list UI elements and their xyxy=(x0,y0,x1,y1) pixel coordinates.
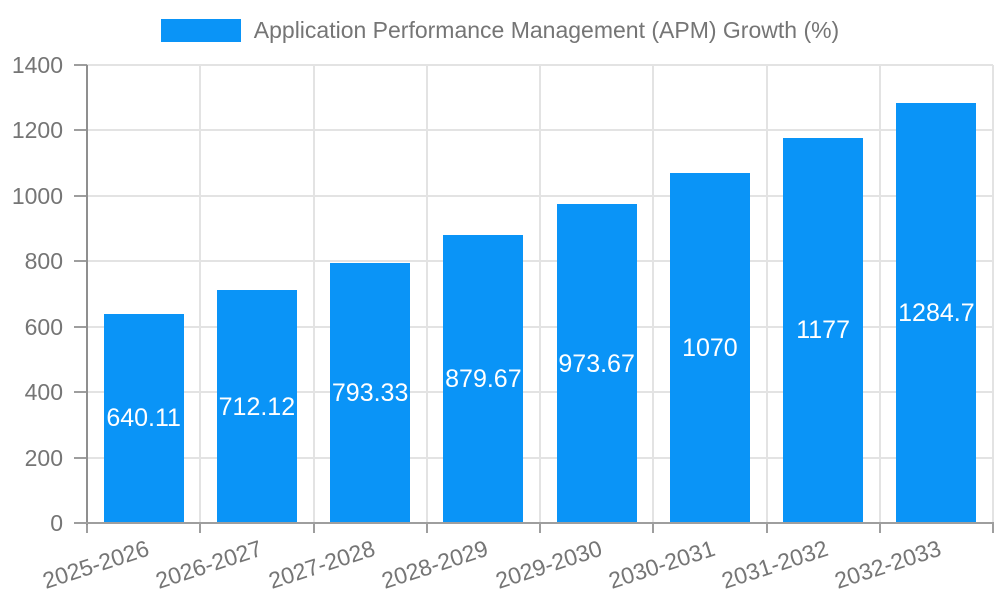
x-tick xyxy=(312,523,315,533)
v-gridline xyxy=(539,65,541,523)
bar-value-label: 640.11 xyxy=(106,404,181,433)
x-tick-label: 2028-2029 xyxy=(378,535,492,594)
x-tick xyxy=(992,523,994,533)
x-tick xyxy=(199,523,202,533)
x-tick xyxy=(539,523,541,533)
bar-value-label: 1070 xyxy=(682,333,738,362)
x-tick-label: 2027-2028 xyxy=(265,535,379,594)
bar-value-label: 879.67 xyxy=(445,365,522,394)
bar-2028-2029[interactable] xyxy=(443,235,524,523)
y-tick-label: 800 xyxy=(24,248,63,275)
bar-2030-2031[interactable] xyxy=(669,172,750,523)
x-tick-label: 2032-2033 xyxy=(831,535,945,594)
y-tick xyxy=(74,260,87,263)
x-tick xyxy=(425,523,428,533)
v-gridline xyxy=(199,65,202,523)
bar-value-label: 1177 xyxy=(796,316,850,345)
v-gridline xyxy=(992,65,994,523)
bar-value-label: 712.12 xyxy=(218,392,296,421)
y-tick-label: 0 xyxy=(50,510,63,536)
bar-value-label: 973.67 xyxy=(558,349,635,378)
x-axis-line xyxy=(86,522,994,524)
x-tick-label: 2026-2027 xyxy=(152,535,265,594)
v-gridline xyxy=(878,65,881,523)
bar-2032-2033[interactable] xyxy=(896,102,977,523)
y-tick-label: 600 xyxy=(24,313,63,340)
x-tick xyxy=(878,523,881,533)
y-tick xyxy=(74,64,87,66)
y-tick xyxy=(74,325,87,328)
y-tick xyxy=(74,456,87,459)
y-tick-label: 1200 xyxy=(11,117,63,144)
y-tick-label: 1000 xyxy=(11,182,63,209)
x-tick xyxy=(86,523,88,533)
x-tick-label: 2025-2026 xyxy=(39,535,152,594)
y-axis-line xyxy=(86,65,88,525)
y-tick xyxy=(74,391,87,394)
bar-2025-2026[interactable] xyxy=(103,313,184,523)
x-tick-label: 2030-2031 xyxy=(605,535,718,594)
v-gridline xyxy=(312,65,315,523)
v-gridline xyxy=(652,65,655,523)
bar-2026-2027[interactable] xyxy=(216,290,297,523)
x-tick xyxy=(765,523,768,533)
y-tick xyxy=(74,129,87,132)
legend-label: Application Performance Management (APM)… xyxy=(253,17,840,43)
x-tick xyxy=(652,523,655,533)
y-tick-label: 200 xyxy=(24,444,63,471)
legend[interactable]: Application Performance Management (APM)… xyxy=(0,17,1000,44)
legend-swatch xyxy=(160,19,241,42)
y-tick-label: 400 xyxy=(24,379,63,406)
bar-value-label: 1284.7 xyxy=(898,298,975,327)
bar-value-label: 793.33 xyxy=(331,379,409,408)
y-tick xyxy=(74,522,87,524)
plot-area: 0 200 400 600 800 1000 1200 1400 640.11 2025-2026… xyxy=(12,52,994,594)
v-gridline xyxy=(765,65,768,523)
x-tick-label: 2029-2030 xyxy=(492,535,605,594)
bar-2027-2028[interactable] xyxy=(330,263,411,523)
bar-2029-2030[interactable] xyxy=(556,204,637,523)
bar-2031-2032[interactable] xyxy=(783,137,864,523)
x-tick-label: 2031-2032 xyxy=(718,535,832,594)
v-gridline xyxy=(425,65,428,523)
y-tick-label: 1400 xyxy=(11,52,63,78)
y-tick xyxy=(74,194,87,197)
